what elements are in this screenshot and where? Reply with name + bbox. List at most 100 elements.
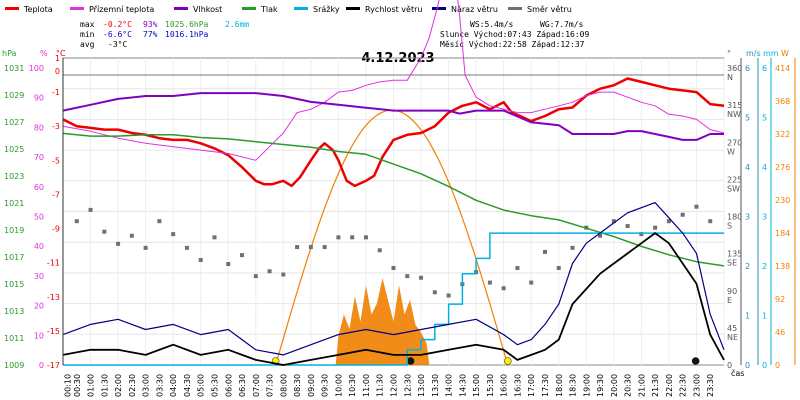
legend-label-smer: Směr větru [527,5,572,14]
wind-direction-point [295,245,300,250]
dir-tick: 180 [727,213,742,222]
wm2-tick: 184 [775,229,790,238]
pct-tick: 70 [34,153,44,162]
x-tick-label: 10:00 [334,374,343,397]
x-tick-label: 20:30 [624,374,633,397]
wind-direction-point [487,280,492,285]
wind-direction-point [666,219,671,224]
legend-swatch-smer [508,7,522,10]
mm-tick: 1 [762,312,767,321]
wind-direction-point [625,224,630,229]
wind-direction-point [501,286,506,291]
x-tick-label: 13:30 [431,374,440,397]
x-tick-label: 22:00 [665,374,674,397]
wind-direction-point [653,225,658,230]
hpa-tick: 1021 [4,199,24,208]
x-tick-label: 04:00 [169,374,178,397]
legend-swatch-vlhkost [174,7,188,10]
sun-info: Slunce Východ:07:43 Západ:16:09 [440,30,589,39]
wind-gust-info: WG:7.7m/s [540,20,584,29]
x-tick-label: 14:00 [445,374,454,397]
wind-direction-point [157,219,162,224]
stats-min-hum: 77% [143,30,158,39]
wm2-tick: 138 [775,262,790,271]
legend-label-teplota: Teplota [23,5,53,14]
wind-direction-point [694,204,699,209]
mm-tick: 0 [762,361,767,370]
x-tick-label: 23:30 [706,374,715,397]
legend-swatch-teplota [5,7,19,10]
x-tick-label: 09:30 [321,374,330,397]
ms-tick: 1 [745,312,750,321]
x-tick-label: 18:30 [569,374,578,397]
ms-tick: 4 [745,163,750,172]
wind-direction-point [377,248,382,253]
x-tick-label: 16:00 [500,374,509,397]
x-tick-label: 05:30 [210,374,219,397]
c-unit: °C [56,49,66,58]
wind-direction-point [129,233,134,238]
x-tick-label: 19:30 [596,374,605,397]
dir-tick: 360 [727,64,742,73]
wind-direction-point [556,266,561,271]
wind-direction-point [226,262,231,267]
legend-label-prizemni: Přízemní teplota [89,5,154,14]
x-tick-label: 19:00 [582,374,591,397]
moon-info: Měsíc Východ:22:58 Západ:12:37 [440,40,585,49]
x-tick-label: 14:30 [458,374,467,397]
stats-block: max -0.2°C 93% 1025.6hPa 2.6mm min -6.6°… [80,20,249,49]
dir-tick: SW [727,184,740,193]
mm-tick: 3 [762,213,767,222]
legend-swatch-naraz [432,7,446,10]
x-tick-label: 04:30 [183,374,192,397]
series-line-6 [62,202,725,356]
wm2-tick: 368 [775,97,790,106]
c-tick: -13 [47,293,60,302]
ms-unit: m/s [746,49,761,58]
hpa-tick: 1023 [4,172,24,181]
hpa-tick: 1009 [4,361,24,370]
axis-layer: hPa% °C ° m/s mm W103110291027102510231021101… [2,49,796,397]
pct-tick: 80 [34,123,44,132]
x-tick-label: 10:30 [348,374,357,397]
series-line-3 [62,132,725,267]
x-tick-label: 23:00 [692,374,701,397]
wind-direction-point [542,249,547,254]
legend-label-naraz: Náraz větru [451,5,498,14]
wind-direction-point [680,212,685,217]
wind-direction-point [336,235,341,240]
grid-layer [62,58,725,365]
stats-avg-label: avg [80,40,95,49]
legend-label-srazky: Srážky [313,5,340,14]
wind-direction-point [102,229,107,234]
x-tick-label: 16:30 [513,374,522,397]
dir-tick: 225 [727,175,742,184]
c-tick: -1 [52,88,60,97]
series-line-5 [62,232,725,366]
wind-direction-point [446,293,451,298]
stats-max-press: 1025.6hPa [165,20,209,29]
wm2-tick: 230 [775,196,790,205]
wind-direction-point [611,219,616,224]
solar-radiation-area [335,278,430,365]
x-tick-label: 07:30 [266,374,275,397]
x-tick-label: 00:30 [73,374,82,397]
x-tick-label: 22:30 [679,374,688,397]
dir-tick: 270 [727,138,742,147]
mm-tick: 2 [762,262,767,271]
x-tick-label: 08:00 [279,374,288,397]
x-axis-title: čas [731,368,744,378]
legend-label-tlak: Tlak [260,5,278,14]
x-tick-label: 20:00 [610,374,619,397]
x-tick-label: 00:10 [63,374,72,397]
wind-speed-info: WS:5.4m/s [470,20,514,29]
stats-max-temp: -0.2°C [103,20,132,29]
legend: Teplota Přízemní teplota Vlhkost Tlak Sr… [5,5,572,14]
legend-swatch-tlak [242,7,256,10]
sunset-marker [503,357,512,365]
mm-tick: 4 [762,163,767,172]
wind-direction-point [708,219,713,224]
stats-min-label: min [80,30,95,39]
x-tick-label: 12:30 [403,374,412,397]
